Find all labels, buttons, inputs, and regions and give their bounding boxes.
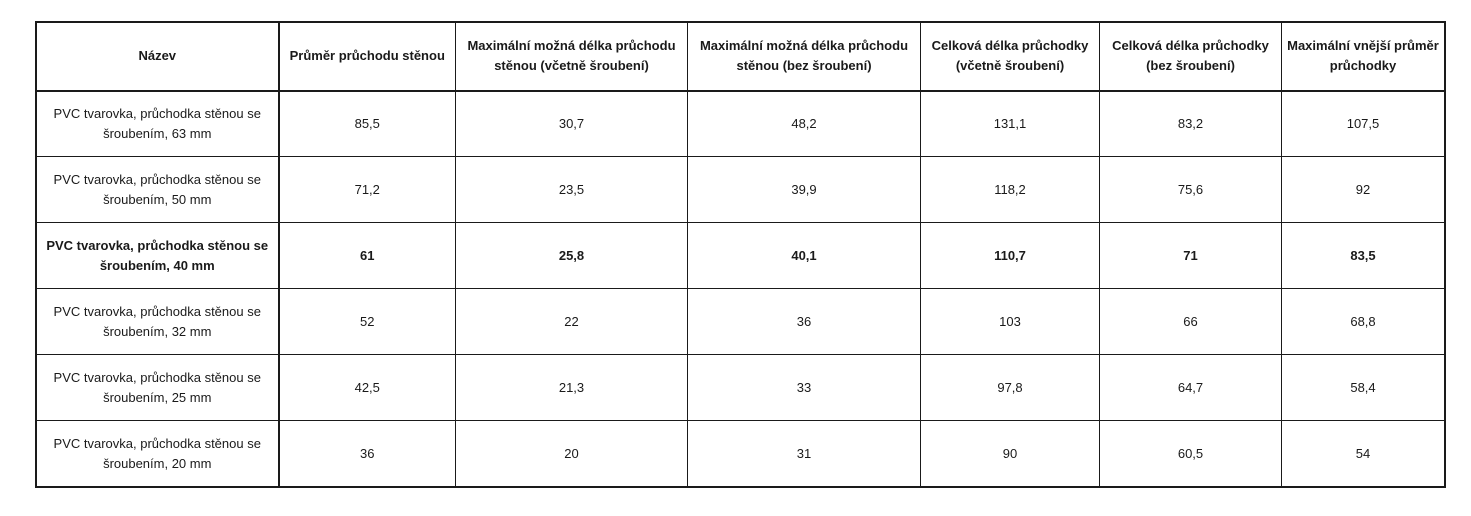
cell-value: 39,9 — [687, 156, 921, 223]
cell-value: 61 — [278, 222, 456, 289]
cell-name: PVC tvarovka, průchodka stěnou se šroube… — [36, 354, 280, 421]
table-row: PVC tvarovka, průchodka stěnou se šroube… — [36, 156, 1445, 223]
cell-value: 30,7 — [455, 90, 688, 157]
table-row-highlighted: PVC tvarovka, průchodka stěnou se šroube… — [36, 222, 1445, 289]
cell-value: 20 — [455, 420, 688, 487]
cell-value: 54 — [1281, 420, 1445, 487]
cell-value: 25,8 — [455, 222, 688, 289]
header-max-length-without-fitting: Maximální možná délka průchodu stěnou (b… — [687, 22, 921, 92]
cell-value: 83,2 — [1099, 90, 1282, 157]
cell-value: 23,5 — [455, 156, 688, 223]
cell-name: PVC tvarovka, průchodka stěnou se šroube… — [36, 222, 280, 289]
table-row: PVC tvarovka, průchodka stěnou se šroube… — [36, 288, 1445, 355]
cell-value: 31 — [687, 420, 921, 487]
table-row: PVC tvarovka, průchodka stěnou se šroube… — [36, 90, 1445, 157]
header-total-length-with-fitting: Celková délka průchodky (včetně šroubení… — [920, 22, 1100, 92]
header-wall-passage-diameter: Průměr průchodu stěnou — [278, 22, 456, 92]
cell-value: 42,5 — [278, 354, 456, 421]
cell-value: 97,8 — [920, 354, 1100, 421]
table-row: PVC tvarovka, průchodka stěnou se šroube… — [36, 354, 1445, 421]
cell-value: 131,1 — [920, 90, 1100, 157]
cell-value: 118,2 — [920, 156, 1100, 223]
cell-value: 90 — [920, 420, 1100, 487]
header-row: Název Průměr průchodu stěnou Maximální m… — [36, 22, 1445, 92]
header-total-length-without-fitting: Celková délka průchodky (bez šroubení) — [1099, 22, 1282, 92]
cell-value: 22 — [455, 288, 688, 355]
cell-value: 21,3 — [455, 354, 688, 421]
table-row: PVC tvarovka, průchodka stěnou se šroube… — [36, 420, 1445, 487]
cell-name: PVC tvarovka, průchodka stěnou se šroube… — [36, 90, 280, 157]
spec-table: Název Průměr průchodu stěnou Maximální m… — [35, 21, 1446, 488]
cell-name: PVC tvarovka, průchodka stěnou se šroube… — [36, 288, 280, 355]
cell-name: PVC tvarovka, průchodka stěnou se šroube… — [36, 420, 280, 487]
cell-value: 107,5 — [1281, 90, 1445, 157]
header-max-outer-diameter: Maximální vnější průměr průchodky — [1281, 22, 1445, 92]
cell-value: 68,8 — [1281, 288, 1445, 355]
cell-value: 48,2 — [687, 90, 921, 157]
cell-value: 85,5 — [278, 90, 456, 157]
cell-value: 103 — [920, 288, 1100, 355]
cell-value: 92 — [1281, 156, 1445, 223]
cell-value: 52 — [278, 288, 456, 355]
cell-value: 36 — [687, 288, 921, 355]
cell-value: 71 — [1099, 222, 1282, 289]
header-name: Název — [36, 22, 280, 92]
cell-value: 33 — [687, 354, 921, 421]
cell-value: 60,5 — [1099, 420, 1282, 487]
cell-value: 64,7 — [1099, 354, 1282, 421]
cell-value: 83,5 — [1281, 222, 1445, 289]
cell-value: 75,6 — [1099, 156, 1282, 223]
cell-value: 36 — [278, 420, 456, 487]
cell-value: 66 — [1099, 288, 1282, 355]
cell-value: 71,2 — [278, 156, 456, 223]
header-max-length-with-fitting: Maximální možná délka průchodu stěnou (v… — [455, 22, 688, 92]
cell-value: 40,1 — [687, 222, 921, 289]
cell-value: 110,7 — [920, 222, 1100, 289]
cell-name: PVC tvarovka, průchodka stěnou se šroube… — [36, 156, 280, 223]
cell-value: 58,4 — [1281, 354, 1445, 421]
